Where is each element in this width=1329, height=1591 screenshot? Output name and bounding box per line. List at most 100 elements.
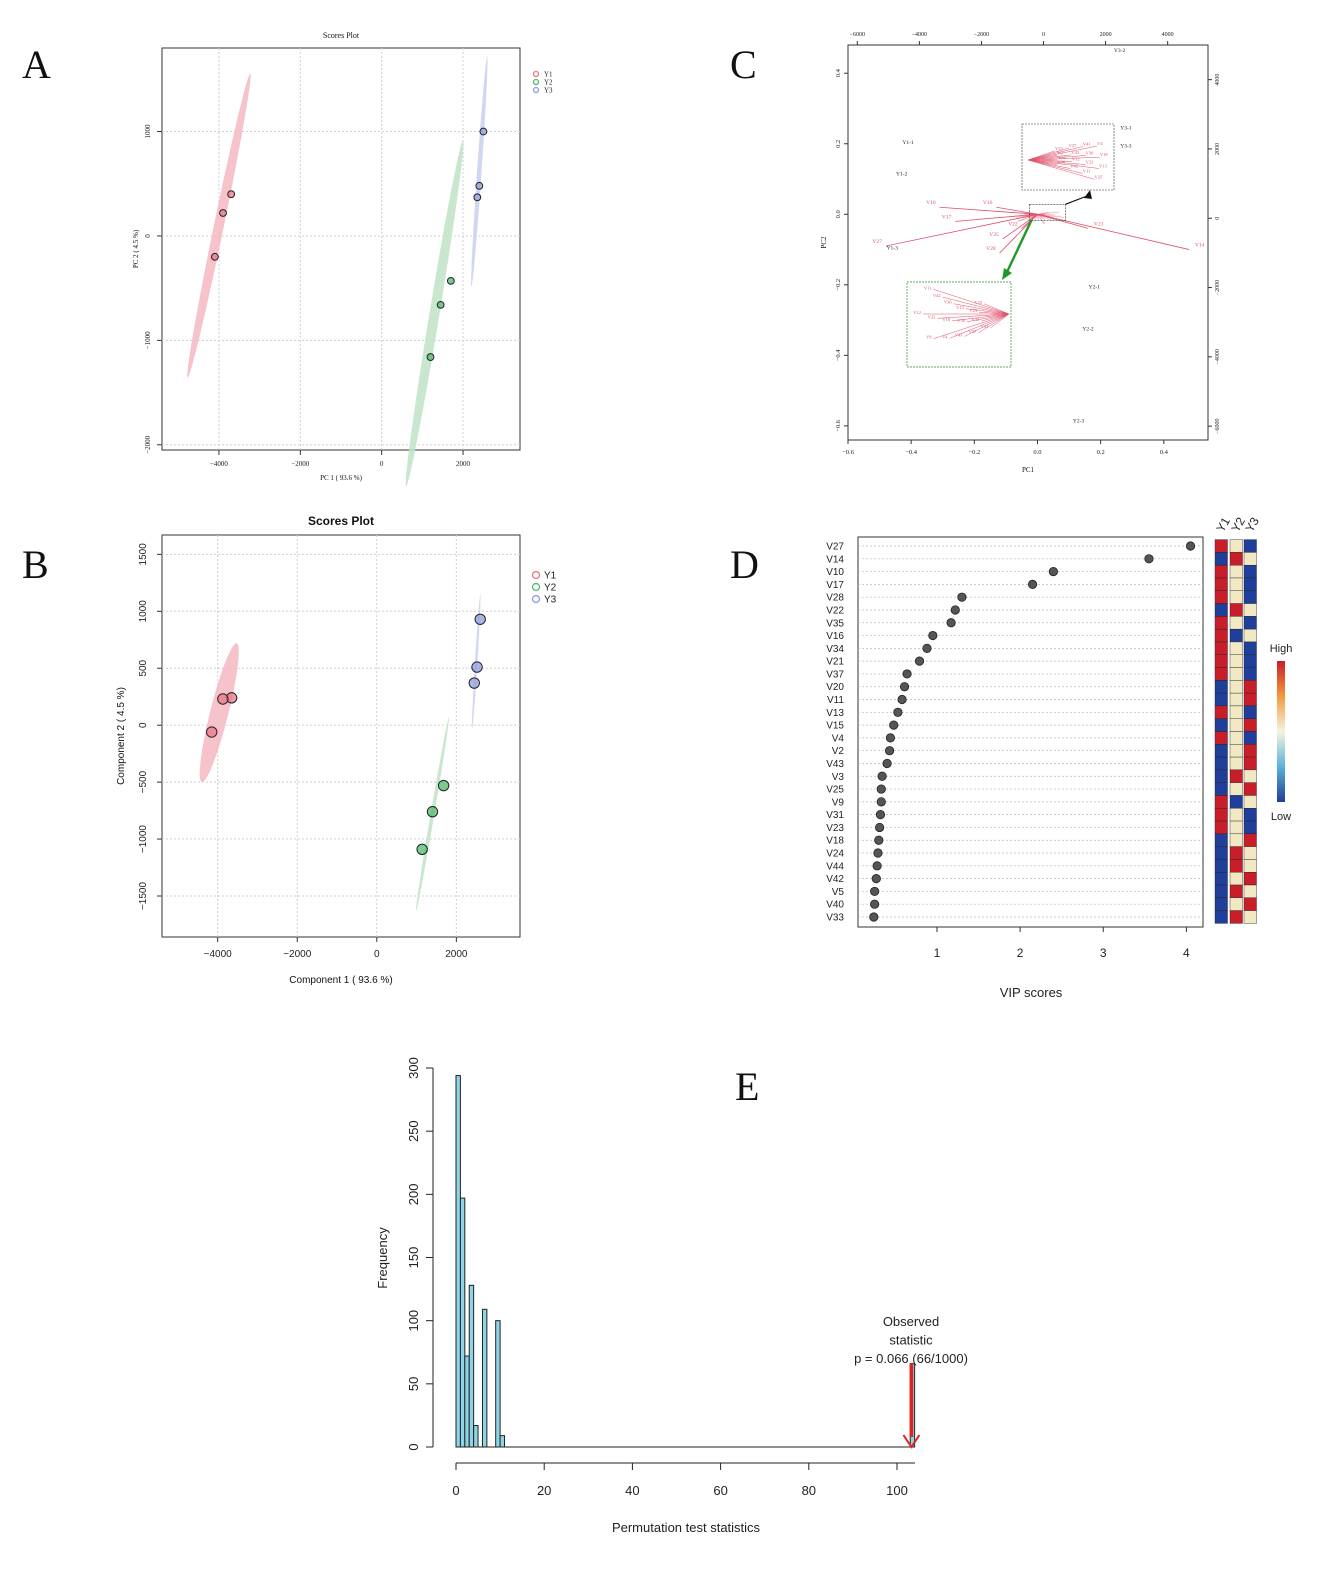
x-tick-label: −2000 [283, 949, 312, 960]
heatmap-cell [1229, 667, 1243, 681]
heatmap-cell [1214, 718, 1228, 732]
inset-variable-label: V13 [1099, 163, 1107, 168]
vip-point-v44 [872, 861, 882, 871]
heatmap-cell [1214, 667, 1228, 681]
inset-arrow [1027, 159, 1072, 162]
histogram-bar [481, 1308, 488, 1448]
score-point-y1 [206, 726, 218, 738]
vip-point-v35 [946, 618, 956, 628]
legend-label-y2: Y2 [544, 583, 557, 594]
inset-variable-label: V12 [1072, 157, 1080, 162]
vip-point-v11 [897, 694, 907, 705]
pointer-arrowhead-green [1002, 268, 1012, 280]
heatmap-cell [1214, 539, 1228, 553]
x-tick-label: −0.2 [968, 449, 980, 456]
loading-arrow-minor [1017, 214, 1038, 222]
x-axis-label: Permutation test statistics [612, 1520, 761, 1535]
score-point-y1 [210, 252, 219, 261]
heatmap-cell [1243, 782, 1257, 796]
vip-point-v27 [1185, 541, 1196, 551]
sample-label: Y2-1 [1089, 284, 1101, 290]
heatmap-cell [1243, 577, 1257, 591]
score-point-y2 [416, 843, 428, 856]
variable-label-v4: V4 [832, 733, 845, 744]
inset-variable-label: V33 [981, 324, 989, 329]
score-point-y2 [446, 276, 455, 285]
variable-label-v34: V34 [826, 644, 844, 655]
heatmap-cell [1214, 654, 1228, 668]
legend-label-y1: Y1 [544, 571, 557, 582]
heatmap-cell [1243, 820, 1257, 835]
variable-label-v2: V2 [832, 746, 845, 757]
inset-variable-label: V25 [1094, 174, 1102, 179]
y-tick-label: −2000 [144, 435, 152, 453]
x-tick-label: 3 [1100, 946, 1107, 960]
variable-label: V22 [1008, 221, 1018, 227]
heatmap-column-label: Y3 [1242, 515, 1262, 535]
variable-label-v18: V18 [826, 836, 844, 847]
inset-lower [906, 281, 1012, 368]
heatmap-cell [1243, 795, 1257, 809]
confidence-ellipse-y1 [187, 73, 251, 378]
right-tick-label: −6000 [1215, 418, 1221, 433]
inset-arrow [1027, 159, 1083, 174]
x-tick-label: 0.0 [1033, 449, 1041, 456]
vip-point-v5 [870, 886, 880, 897]
variable-label-v21: V21 [826, 657, 844, 668]
pointer-arrow-black [1065, 195, 1088, 205]
heatmap-cell [1214, 910, 1228, 924]
inset-arrow [1027, 156, 1100, 161]
panel-label-a: A [22, 42, 51, 87]
variable-label-v31: V31 [826, 810, 844, 821]
variable-label: V28 [986, 246, 996, 252]
x-tick-label: 40 [625, 1483, 639, 1498]
heatmap-cell [1229, 833, 1243, 847]
score-point-y2 [436, 300, 445, 309]
top-tick-label: 2000 [1100, 32, 1112, 38]
heatmap-cell [1243, 590, 1257, 604]
score-point-y2 [426, 353, 435, 361]
heatmap-cell [1243, 910, 1257, 924]
observed-statistic-arrow-shaft [909, 1363, 914, 1437]
heatmap-cell [1229, 590, 1243, 604]
x-tick-label: 0.2 [1097, 449, 1105, 456]
inset-arrow [933, 313, 1010, 339]
variable-label: V17 [942, 214, 952, 220]
loading-arrow-minor [1033, 214, 1038, 223]
right-tick-label: 2000 [1215, 143, 1221, 155]
color-key-bar [1277, 661, 1285, 802]
y-tick-label: 0.2 [835, 140, 842, 148]
y-axis-label: PC2 [820, 236, 828, 249]
heatmap-cell [1229, 859, 1243, 873]
heatmap-cell [1243, 769, 1257, 783]
heatmap-cell [1243, 897, 1257, 911]
heatmap-cell [1243, 872, 1257, 886]
right-tick-label: −4000 [1215, 349, 1221, 364]
inset-variable-label: V37 [1069, 143, 1077, 148]
inset-variable-label: V11 [924, 285, 932, 290]
heatmap-cell [1214, 756, 1228, 771]
inset-variable-label: V4 [1097, 141, 1103, 146]
top-tick-label: −4000 [912, 32, 927, 38]
observed-statistic-arrowhead [902, 1434, 921, 1449]
inset-arrow [978, 313, 1010, 334]
inset-arrow [1027, 145, 1098, 161]
top-tick-label: 0 [1042, 32, 1045, 38]
inset-variable-label: V13 [956, 305, 964, 310]
x-tick-label: −4000 [210, 460, 228, 468]
heatmap-cell [1229, 872, 1243, 886]
inset-arrow [937, 313, 1010, 319]
inset-arrow [966, 313, 1010, 323]
inset-arrow [1027, 154, 1072, 161]
heatmap-cell [1214, 808, 1228, 822]
x-tick-label: 2000 [456, 460, 471, 468]
y-tick-label: 500 [138, 659, 149, 676]
vip-point-v40 [870, 899, 880, 909]
loading-arrow [1002, 213, 1038, 240]
vip-point-v34 [922, 643, 932, 653]
inset-arrow [981, 313, 1010, 322]
sample-label: Y2-2 [1082, 327, 1094, 333]
heatmap-cell [1229, 769, 1243, 783]
panel-label-d: D [730, 542, 759, 587]
